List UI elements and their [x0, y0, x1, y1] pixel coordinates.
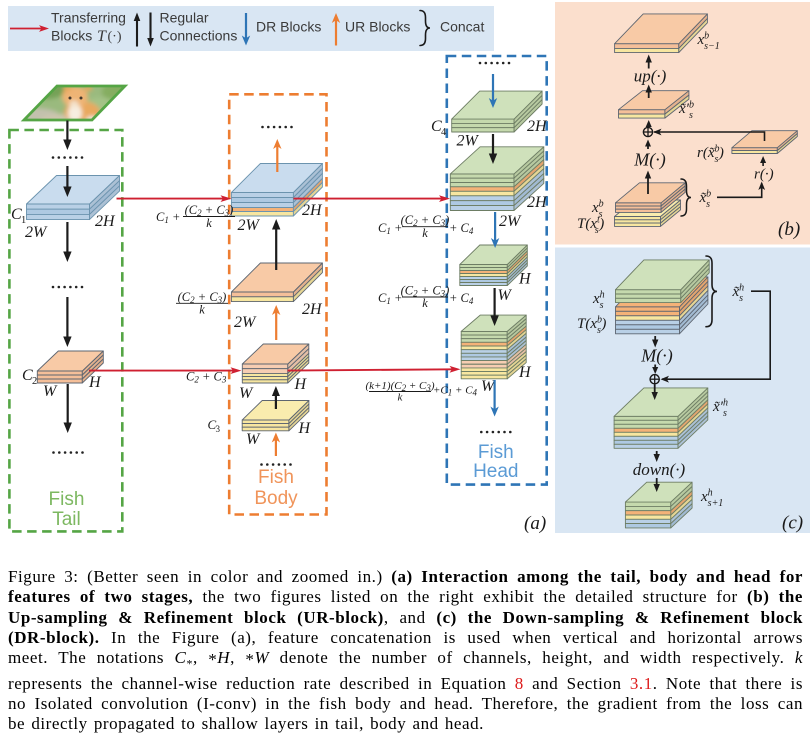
svg-text:(C2 + C3): (C2 + C3): [401, 213, 450, 228]
svg-text:C: C: [431, 118, 442, 135]
svg-text:Fish: Fish: [478, 442, 514, 463]
svg-text:C1 +: C1 +: [378, 221, 402, 236]
svg-text:T(xts): T(xt s): [577, 215, 604, 237]
svg-text:2W: 2W: [238, 217, 261, 234]
svg-text:2W: 2W: [457, 133, 480, 150]
svg-text:W: W: [481, 378, 496, 395]
svg-text:k: k: [422, 226, 428, 240]
svg-text:W: W: [239, 385, 254, 402]
svg-text:k: k: [398, 392, 404, 404]
svg-text:Fish: Fish: [258, 467, 294, 488]
svg-text:x̃bs: x̃b s: [699, 189, 712, 211]
svg-text:C2 + C3: C2 + C3: [186, 370, 227, 385]
svg-text:H: H: [298, 420, 312, 437]
svg-text:2H: 2H: [527, 194, 548, 211]
svg-text:2H: 2H: [302, 202, 323, 219]
svg-text:2W: 2W: [499, 213, 522, 230]
svg-text:Blocks: Blocks: [51, 27, 92, 43]
svg-text:Connections: Connections: [160, 27, 238, 43]
svg-text:T: T: [97, 28, 107, 45]
svg-text:2: 2: [32, 376, 37, 387]
svg-text:k: k: [206, 216, 212, 230]
svg-text:+ C4: + C4: [449, 221, 474, 236]
svg-text:(C2 + C3): (C2 + C3): [185, 203, 234, 218]
svg-text:up(·): up(·): [634, 67, 667, 86]
svg-text:+ C4: + C4: [449, 291, 474, 306]
svg-text:C: C: [22, 367, 33, 384]
svg-text:(·): (·): [108, 29, 122, 44]
svg-text:UR Blocks: UR Blocks: [345, 19, 410, 35]
svg-text:H: H: [294, 376, 308, 393]
svg-text:M(·): M(·): [633, 150, 665, 171]
svg-text:(C2 + C3): (C2 + C3): [401, 284, 450, 299]
svg-text:x̃′bs: x̃′b s: [678, 100, 694, 122]
svg-text:x̃′hs: x̃′h s: [712, 398, 728, 420]
svg-text:xhs: xh s: [592, 290, 605, 312]
svg-text:T(xbs): T(xb s): [577, 315, 606, 337]
svg-text:(a): (a): [524, 513, 546, 534]
svg-text:C1 +: C1 +: [378, 291, 402, 306]
svg-text:x̃hs: x̃h s: [732, 283, 745, 305]
svg-text:Head: Head: [473, 461, 518, 482]
svg-text:Regular: Regular: [160, 9, 209, 25]
svg-text:3: 3: [216, 424, 221, 434]
svg-text:2H: 2H: [95, 213, 116, 230]
svg-text:M(·): M(·): [640, 346, 672, 367]
svg-text:W: W: [246, 431, 261, 448]
svg-text:2H: 2H: [527, 118, 548, 135]
svg-text:DR Blocks: DR Blocks: [256, 19, 321, 35]
svg-text:C: C: [208, 417, 217, 432]
svg-text:2W: 2W: [25, 224, 48, 241]
svg-text:xbs: xb s: [591, 199, 604, 221]
svg-text:Tail: Tail: [52, 509, 81, 530]
svg-text:Body: Body: [254, 488, 298, 509]
svg-text:+C1 + C4: +C1 + C4: [433, 385, 478, 398]
svg-text:r(·): r(·): [754, 167, 774, 183]
svg-text:H: H: [88, 374, 102, 391]
svg-text:k: k: [199, 303, 205, 317]
svg-text:C: C: [11, 206, 22, 223]
svg-text:H: H: [518, 271, 532, 288]
svg-text:r(x̃bs): r(x̃b s): [697, 144, 724, 166]
svg-text:(k+1)(C2 + C3): (k+1)(C2 + C3): [365, 380, 434, 393]
svg-text:1: 1: [21, 215, 26, 226]
svg-text:W: W: [498, 287, 513, 304]
svg-text:W: W: [43, 383, 58, 400]
svg-text:(C2 + C3): (C2 + C3): [178, 290, 227, 305]
svg-text:H: H: [518, 364, 532, 381]
svg-text:Concat: Concat: [440, 19, 484, 35]
svg-text:4: 4: [441, 127, 447, 138]
svg-text:down(·): down(·): [633, 460, 686, 479]
svg-text:(b): (b): [778, 219, 800, 240]
svg-text:Transferring: Transferring: [51, 9, 126, 25]
svg-text:2W: 2W: [234, 314, 257, 331]
svg-text:2H: 2H: [302, 301, 323, 318]
svg-text:Fish: Fish: [49, 489, 85, 510]
svg-text:k: k: [422, 296, 428, 310]
svg-text:(c): (c): [782, 513, 803, 534]
svg-text:C1 +: C1 +: [156, 210, 180, 225]
